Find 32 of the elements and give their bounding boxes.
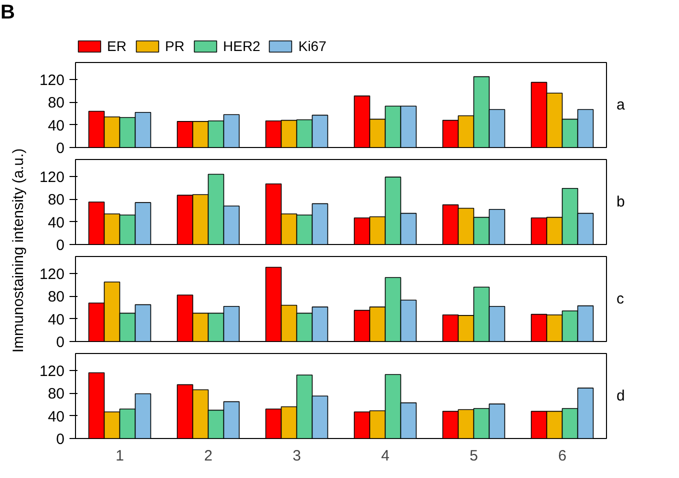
y-tick-label: 40 bbox=[48, 117, 65, 134]
y-tick-label: 120 bbox=[39, 363, 65, 380]
legend-label: HER2 bbox=[223, 38, 260, 54]
y-tick-label: 40 bbox=[48, 214, 65, 232]
x-tick-label: 5 bbox=[470, 448, 478, 464]
legend-label: PR bbox=[165, 38, 185, 54]
y-tick-label: 80 bbox=[48, 94, 65, 112]
y-tick-label: 120 bbox=[39, 266, 65, 283]
y-tick-label: 0 bbox=[56, 237, 64, 254]
legend-label: ER bbox=[107, 38, 127, 54]
x-tick-label: 2 bbox=[204, 448, 212, 464]
text: a bbox=[616, 96, 626, 114]
y-tick-label: 40 bbox=[48, 408, 65, 426]
x-tick-label: 3 bbox=[292, 448, 301, 464]
y-tick-label: 80 bbox=[48, 386, 65, 403]
x-tick-label: 1 bbox=[116, 448, 124, 464]
x-tick-label: 4 bbox=[381, 448, 390, 464]
chart-title: B bbox=[0, 2, 15, 24]
y-tick-label: 80 bbox=[48, 288, 65, 306]
x-tick-label: 6 bbox=[558, 448, 566, 464]
y-tick-label: 0 bbox=[56, 431, 64, 448]
y-tick-label: 0 bbox=[56, 334, 64, 351]
y-tick-label: 40 bbox=[48, 311, 65, 328]
y-tick-label: 120 bbox=[39, 169, 65, 186]
y-tick-label: 120 bbox=[39, 72, 65, 89]
y-tick-label: 80 bbox=[48, 192, 65, 209]
text: d bbox=[616, 388, 625, 404]
y-tick-label: 0 bbox=[56, 140, 64, 157]
text: b bbox=[616, 194, 625, 210]
legend-label: Ki67 bbox=[298, 38, 326, 54]
text: c bbox=[616, 290, 624, 308]
y-axis-title: Immunostaining intensity (a.u.) bbox=[10, 148, 27, 353]
